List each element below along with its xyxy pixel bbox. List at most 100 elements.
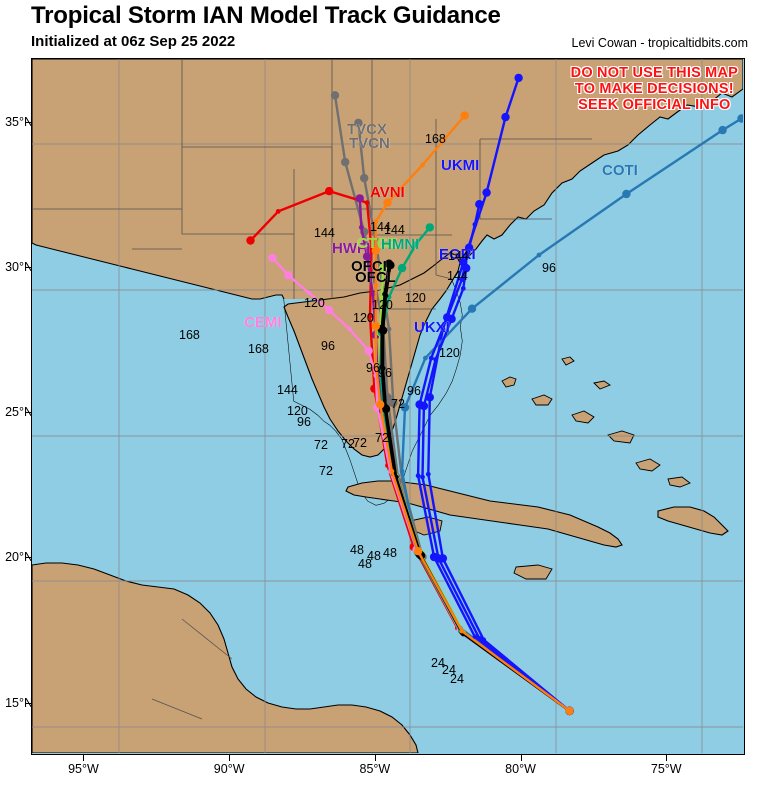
hour-label-72-22: 72	[341, 437, 355, 451]
track-point-avni-84h	[367, 313, 373, 319]
track-point-ofcl-84h	[380, 365, 386, 371]
track-point-cemi-168h	[268, 253, 277, 263]
track-point-ukmi-60h	[425, 471, 431, 477]
track-point-ofcl-72h	[381, 404, 391, 414]
track-point-egri-60h	[415, 473, 421, 479]
track-point-coti-84h	[423, 355, 428, 361]
warning-banner: DO NOT USE THIS MAP TO MAKE DECISIONS! S…	[571, 65, 738, 113]
chart-subtitle: Initialized at 06z Sep 25 2022	[31, 33, 236, 50]
hour-label-72-24: 72	[319, 464, 333, 478]
track-point-avni-144h	[246, 236, 255, 245]
model-label-ofci: OFCI	[351, 258, 387, 275]
track-point-hmni-132h	[414, 241, 419, 246]
hour-label-144-8: 144	[447, 269, 468, 283]
model-label-coti: COTI	[602, 162, 638, 179]
track-point-egri-144h	[475, 200, 484, 209]
model-label-tvcn: TVCN	[349, 135, 390, 152]
track-point-ukmi-120h	[482, 188, 491, 197]
hour-label-144-7: 144	[448, 249, 469, 263]
track-point-ukxi-60h	[420, 474, 425, 480]
model-label-hmni: HMNI	[381, 236, 420, 253]
track-point-orange-gfex-156h	[420, 162, 425, 168]
track-point-orange-gfex-24h	[565, 706, 574, 716]
hour-label-48-28: 48	[367, 549, 381, 563]
hour-label-120-14: 120	[372, 298, 393, 312]
x-axis-label-3: 80°W	[505, 762, 536, 776]
track-point-hwfi-144h	[355, 194, 364, 203]
y-tick-mark-2	[25, 412, 31, 414]
y-axis-label-4: 15°N	[5, 695, 33, 710]
track-point-ukxi-96h	[447, 314, 456, 324]
track-point-coti-120h	[622, 189, 631, 199]
track-point-hmni-144h	[425, 223, 434, 232]
track-point-egri-84h	[428, 355, 434, 361]
warning-line-1: DO NOT USE THIS MAP	[570, 65, 738, 81]
track-point-tvcn-144h	[354, 118, 363, 128]
track-point-hmni-120h	[397, 263, 407, 273]
track-point-avni-120h	[325, 186, 334, 196]
track-point-orange-gfex-132h	[373, 219, 379, 225]
hour-label-24-31: 24	[431, 656, 445, 670]
track-point-ofcl-120h	[386, 261, 395, 270]
hour-label-144-3: 144	[314, 226, 335, 240]
y-axis-label-3: 20°N	[5, 550, 33, 565]
x-tick-mark-3	[520, 755, 522, 761]
track-point-ukxi-84h	[433, 357, 438, 362]
hour-label-144-4: 144	[370, 220, 391, 234]
hour-label-168-1: 168	[248, 342, 269, 356]
track-point-hwfi-108h	[370, 291, 376, 297]
model-label-ukxi: UKXI	[414, 319, 450, 336]
hour-label-96-19: 96	[407, 384, 421, 398]
track-point-orange-gfex-144h	[383, 198, 392, 207]
track-point-egri-36h	[472, 634, 478, 640]
track-point-ctcz-108h	[379, 294, 385, 300]
track-point-hwfi-132h	[358, 225, 364, 230]
track-point-egri-120h	[464, 243, 474, 252]
y-axis-label-2: 25°N	[5, 405, 33, 420]
track-point-ukxi-72h	[419, 401, 429, 411]
track-point-avni-108h	[364, 200, 370, 206]
hour-label-72-21: 72	[314, 438, 328, 452]
x-axis-label-4: 75°W	[650, 762, 682, 776]
track-line-ukmi	[427, 76, 571, 713]
map-plot-area: DO NOT USE THIS MAP TO MAKE DECISIONS! S…	[31, 58, 745, 755]
track-point-hwfi-120h	[362, 252, 372, 261]
model-label-ctcz: CTCZ	[357, 235, 397, 252]
track-point-ukxi-108h	[460, 286, 466, 291]
hour-label-168-0: 168	[425, 132, 446, 146]
track-point-coti-60h	[399, 468, 405, 474]
track-point-cemi-144h	[284, 271, 293, 280]
track-point-ofcl-96h	[378, 326, 388, 335]
y-tick-mark-0	[25, 121, 31, 123]
track-point-tvcn-120h	[360, 173, 369, 183]
model-label-hwfi: HWFI	[332, 240, 371, 257]
track-point-ukxi-120h	[462, 263, 471, 273]
hour-label-96-16: 96	[366, 361, 380, 375]
x-tick-mark-1	[229, 755, 231, 761]
x-axis-label-1: 90°W	[213, 762, 245, 776]
map-canvas	[32, 59, 743, 753]
track-point-ukxi-36h	[476, 635, 482, 641]
hour-label-96-18: 96	[542, 261, 556, 275]
hour-label-72-26: 72	[391, 397, 405, 411]
x-tick-mark-4	[666, 755, 668, 761]
hour-label-24-32: 24	[442, 663, 456, 677]
track-point-orange-gfex-168h	[460, 111, 469, 120]
hour-label-48-30: 48	[358, 557, 372, 571]
x-axis-label-0: 95°W	[68, 762, 99, 776]
track-point-cemi-96h	[364, 346, 373, 355]
warning-line-2: TO MAKE DECISIONS!	[574, 81, 734, 97]
landmass-hispaniola	[657, 506, 729, 536]
hour-label-144-6: 144	[277, 383, 298, 397]
track-point-avni-132h	[275, 209, 281, 214]
hour-label-144-5: 144	[384, 223, 405, 237]
model-label-cemi: CEMI	[244, 314, 282, 331]
track-point-coti-96h	[467, 304, 477, 313]
track-point-ofcl-108h	[383, 293, 389, 299]
hour-label-48-29: 48	[383, 546, 397, 560]
model-label-tvcx: TVCX	[347, 121, 388, 138]
hour-label-48-27: 48	[350, 543, 364, 557]
x-tick-mark-0	[83, 755, 85, 761]
chart-credit: Levi Cowan - tropicaltidbits.com	[571, 36, 748, 50]
y-axis-label-0: 35°N	[5, 114, 33, 129]
